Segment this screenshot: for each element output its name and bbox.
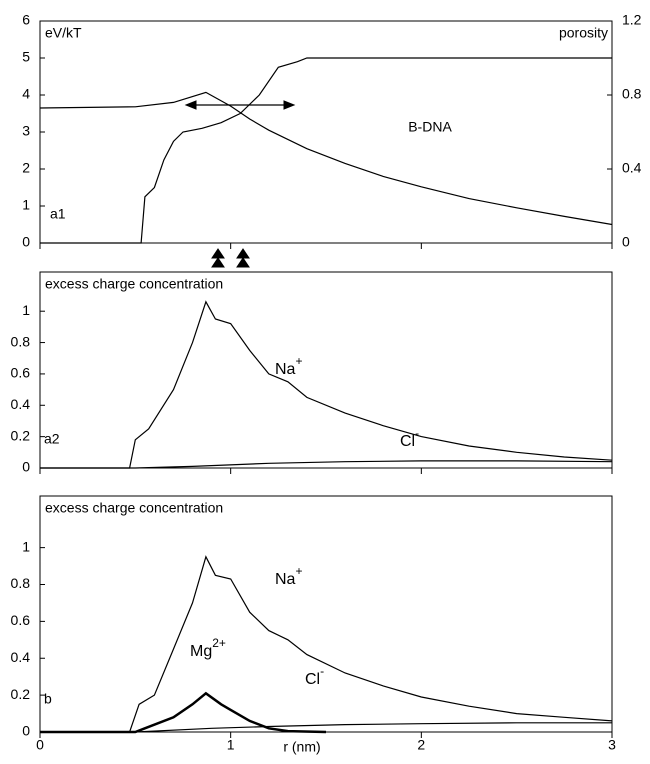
x-tick-label: 0 [36,737,44,753]
y-tick-label: 0.8 [11,333,31,349]
series-label-text: Cl [400,433,415,450]
series-label-sup: + [295,354,302,368]
y-tick-label: 3 [22,123,30,139]
y-tick-label: 0 [22,459,30,475]
plot-frame [39,495,613,733]
arrows [184,100,296,268]
y-tick-label: 5 [22,49,30,65]
series-label-text: Na [275,361,296,378]
line-series [40,722,612,733]
series-label-text: Cl [305,671,320,688]
series-label-sup: 2+ [212,636,226,650]
panel-label: a1 [50,206,66,222]
y-tick-label: 0 [22,723,30,739]
y-tick-label: 2 [22,160,30,176]
y-axis-label: excess charge concentration [45,276,223,292]
x-tick-label: 3 [608,737,616,753]
series-label-sup: - [415,426,419,440]
y-tick-label: 0.4 [11,396,31,412]
y2-tick-label: 1.2 [622,12,642,28]
panel-label: a2 [44,431,60,447]
y-tick-label: 0.2 [11,686,31,702]
series-label-text: Mg [190,643,212,660]
series-label-sup: + [295,564,302,578]
line-series [40,460,613,469]
y-tick-label: 0.4 [11,649,31,665]
y-tick-label: 6 [22,12,30,28]
x-tick-label: 2 [417,737,425,753]
y-tick-label: 4 [22,86,30,102]
x-axis-label: r (nm) [283,739,320,755]
plot-frame [39,271,613,469]
y-tick-label: 1 [22,197,30,213]
y-tick-label: 0.8 [11,575,31,591]
y-tick-label: 0 [22,234,30,250]
x-tick-label: 1 [227,737,235,753]
y-tick-label: 0.6 [11,365,31,381]
series-label: Mg2+ [190,636,226,660]
series-label: Cl- [400,426,419,450]
y2-axis-label: porosity [559,25,608,41]
annotation: B-DNA [408,119,452,135]
y-tick-label: 1 [22,538,30,554]
series-label: Na+ [275,354,302,378]
y-tick-label: 1 [22,302,30,318]
line-series [40,57,612,244]
series-label: Cl- [305,664,324,688]
line-series [40,555,613,733]
y-axis-label: excess charge concentration [45,500,223,516]
y-tick-label: 0.6 [11,612,31,628]
y2-tick-label: 0.4 [622,160,642,176]
y-axis-label: eV/kT [45,25,82,41]
line-series [40,691,327,734]
panel-label: b [44,691,52,707]
line-series [39,91,613,226]
series-label-text: Na [275,571,296,588]
y2-tick-label: 0.8 [622,86,642,102]
series-label-sup: - [320,664,324,678]
y2-tick-label: 0 [622,234,630,250]
y-tick-label: 0.2 [11,427,31,443]
series-label: Na+ [275,564,302,588]
line-series [40,300,613,469]
